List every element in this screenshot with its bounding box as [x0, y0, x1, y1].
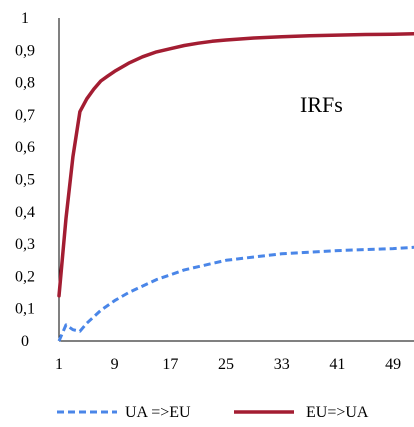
- y-tick-label: 0,8: [15, 75, 35, 92]
- y-tick-label: 0,1: [15, 301, 35, 318]
- y-tick-label: 0,3: [15, 236, 35, 253]
- series-line-2: [57, 32, 414, 298]
- x-tick-label: 33: [274, 356, 290, 373]
- chart-annotation: IRFs: [300, 92, 343, 117]
- legend-label-2: EU=>UA: [306, 404, 369, 421]
- y-tick-label: 0,7: [15, 107, 35, 124]
- y-tick-label: 0,5: [15, 172, 35, 189]
- x-tick-label: 1: [55, 356, 63, 373]
- x-tick-label: 49: [385, 356, 401, 373]
- series-group: [57, 32, 414, 342]
- x-tick-label: 17: [162, 356, 178, 373]
- y-tick-label: 0,2: [15, 268, 35, 285]
- x-tick-label: 41: [329, 356, 345, 373]
- y-tick-label: 0,4: [15, 204, 35, 221]
- y-tick-label: 0,9: [15, 42, 35, 59]
- y-tick-label: 0,6: [15, 139, 35, 156]
- y-tick-label: 0: [21, 333, 29, 350]
- axes: 0 0,1 0,2 0,3 0,4 0,5 0,6 0,7 0,8 0,9 1 1 9 17 25 33 41 4…: [15, 10, 414, 373]
- legend: UA =>EU EU=>UA: [57, 404, 369, 421]
- x-tick-label: 25: [218, 356, 234, 373]
- x-tick-label: 9: [111, 356, 119, 373]
- y-tick-label: 1: [21, 10, 29, 27]
- legend-label-1: UA =>EU: [125, 404, 191, 421]
- series-line-1: [57, 245, 414, 342]
